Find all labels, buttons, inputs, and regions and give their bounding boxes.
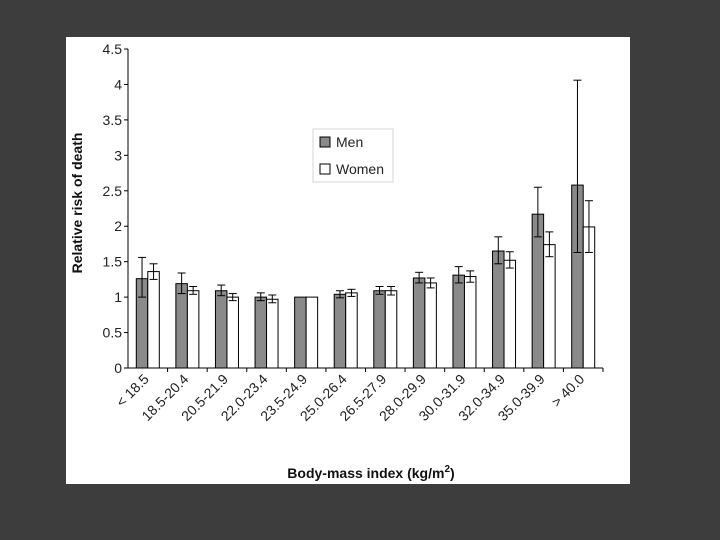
bar-women-1 [186,290,200,369]
x-axis: < 18.518.5-20.420.5-21.922.0-23.423.5-24… [113,367,604,424]
bar-women-8 [463,276,477,369]
y-tick-label: 2.5 [103,183,123,199]
bar-men-9 [492,250,505,369]
y-axis-title: Relative risk of death [69,133,85,274]
y-tick-label: 1.5 [103,254,123,270]
bar-men-4 [294,296,307,369]
bar-men-7 [412,277,426,369]
bar-women-5 [345,292,358,369]
y-tick-label: 4.5 [103,41,123,57]
y-tick-label: 2 [114,218,122,234]
bar-women-0 [147,271,160,369]
x-axis-title-main: Body-mass index (kg/m [287,465,444,481]
y-tick-label: 1 [114,289,122,305]
bar-men-2 [214,290,228,369]
bar-men-1 [175,283,188,369]
legend: Men Women [312,128,394,183]
bar-men-3 [254,296,268,369]
y-tick-label: 0 [114,360,122,376]
bars [135,79,596,369]
bar-men-6 [373,290,386,369]
bar-women-10 [543,244,556,369]
bar-men-8 [452,274,465,369]
y-tick-label: 0.5 [103,325,123,341]
bar-women-6 [384,290,398,369]
slide-canvas: 0 0.5 1 1.5 2 2.5 3 3.5 4 4.5 < 18.5 18.5-20.4 20.5… [66,37,630,484]
legend-swatch-women [319,163,331,175]
x-tick-label: > 40.0 [548,371,587,410]
legend-swatch-men [319,136,331,148]
bar-women-2 [226,296,239,369]
x-axis-title-sup: 2 [444,464,450,475]
bar-women-3 [266,298,279,369]
y-axis: 0 0.5 1 1.5 2 2.5 3 3.5 4 4.5 [103,41,129,376]
legend-label-men: Men [336,134,363,150]
legend-label-women: Women [336,161,384,177]
y-tick-label: 3.5 [103,112,123,128]
bar-men-5 [333,293,347,369]
x-axis-title-suffix: ) [450,465,455,481]
bar-women-7 [424,282,437,369]
y-tick-label: 3 [114,147,122,163]
y-tick-label: 4 [114,76,122,92]
bmi-risk-chart: 0 0.5 1 1.5 2 2.5 3 3.5 4 4.5 < 18.518.5-20.420.5… [69,41,604,481]
x-axis-title: Body-mass index (kg/m2) [287,464,454,481]
bar-women-9 [503,259,517,369]
bar-women-4 [305,296,319,369]
